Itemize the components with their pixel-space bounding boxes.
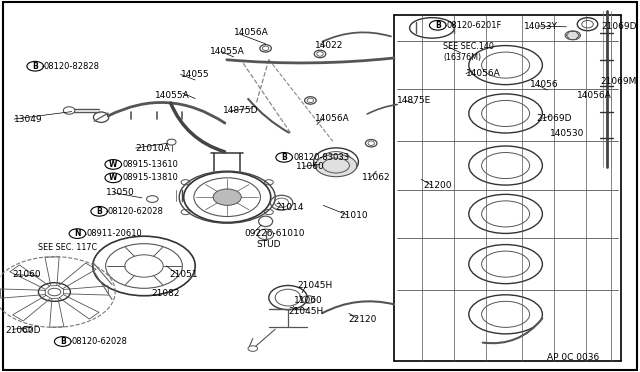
Text: 08911-20610: 08911-20610 [86,229,142,238]
Text: W: W [109,160,118,169]
Text: 14056A: 14056A [315,114,349,123]
Text: 11062: 11062 [362,173,390,182]
Text: 21200: 21200 [424,181,452,190]
Text: SEE SEC. 117C: SEE SEC. 117C [38,243,97,252]
Text: 21060D: 21060D [5,326,40,335]
Text: STUD: STUD [256,240,280,249]
Text: 14053Y: 14053Y [524,22,557,31]
Text: 14875E: 14875E [397,96,431,105]
Text: N: N [74,229,81,238]
Text: 14056: 14056 [530,80,559,89]
Text: 21045H: 21045H [298,281,333,290]
Text: 21010: 21010 [339,211,368,219]
Text: 14056A: 14056A [577,92,612,100]
Text: 08915-13610: 08915-13610 [123,160,179,169]
Text: 13050: 13050 [106,188,134,197]
Text: 08120-62028: 08120-62028 [72,337,127,346]
Text: 140530: 140530 [550,129,585,138]
Text: 21051: 21051 [170,270,198,279]
Text: 11060: 11060 [294,296,323,305]
Text: 14056A: 14056A [234,28,268,37]
Text: 08120-83033: 08120-83033 [293,153,349,162]
Text: 21014: 21014 [275,203,304,212]
Text: B: B [435,21,440,30]
Text: B: B [97,207,102,216]
Text: 21069D: 21069D [602,22,637,31]
Text: 08120-6201F: 08120-6201F [447,21,502,30]
Text: 13049: 13049 [14,115,43,124]
Text: 14055A: 14055A [210,47,244,56]
Text: 08120-62028: 08120-62028 [108,207,163,216]
Text: 08120-82828: 08120-82828 [44,62,100,71]
Text: 14055: 14055 [180,70,209,79]
Text: W: W [109,173,118,182]
Text: 14875D: 14875D [223,106,258,115]
Text: 14022: 14022 [315,41,343,50]
Text: SEE SEC.140: SEE SEC.140 [443,42,493,51]
Text: 09226-61010: 09226-61010 [244,229,305,238]
Text: 21010A: 21010A [136,144,170,153]
Text: 14055A: 14055A [155,92,189,100]
Text: 11060: 11060 [296,162,324,171]
Text: B: B [33,62,38,71]
Text: 21045H: 21045H [288,307,323,316]
Circle shape [565,31,580,40]
Text: B: B [60,337,65,346]
Text: 22120: 22120 [349,315,377,324]
Ellipse shape [315,154,357,177]
Text: 08915-13810: 08915-13810 [123,173,179,182]
Text: 14056A: 14056A [466,69,500,78]
Text: B: B [282,153,287,162]
Text: 21082: 21082 [151,289,180,298]
Text: 21069M: 21069M [600,77,637,86]
Text: 21069D: 21069D [536,114,572,123]
Text: (16376M): (16376M) [443,53,481,62]
Text: AP 0C 0036: AP 0C 0036 [547,353,600,362]
Text: 21060: 21060 [13,270,42,279]
Circle shape [213,189,241,205]
